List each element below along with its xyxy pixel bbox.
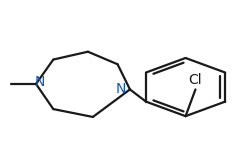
Text: N: N: [34, 75, 45, 89]
Text: Cl: Cl: [189, 73, 202, 87]
Text: N: N: [116, 82, 126, 96]
